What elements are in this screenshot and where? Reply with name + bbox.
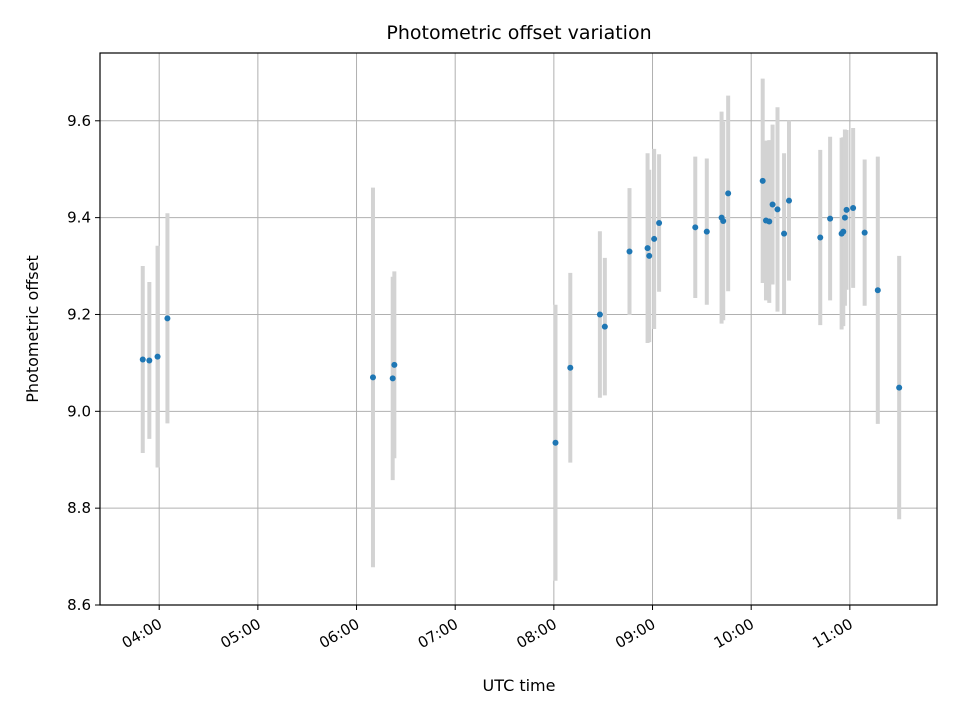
data-point: [391, 361, 398, 368]
y-tick-label: 9.2: [67, 305, 91, 323]
data-point: [389, 375, 396, 382]
data-point: [861, 229, 868, 236]
data-point: [896, 384, 903, 391]
data-point: [552, 439, 559, 446]
data-point: [720, 218, 727, 225]
chart-title: Photometric offset variation: [386, 22, 651, 44]
data-point: [774, 206, 781, 213]
data-point: [646, 252, 653, 259]
y-axis-ticks: 8.6 8.8 9.0 9.2 9.4 9.6: [67, 112, 100, 614]
data-point: [601, 323, 608, 330]
data-point: [164, 315, 171, 322]
data-point: [596, 311, 603, 318]
data-point: [786, 197, 793, 204]
data-point: [725, 190, 732, 197]
data-point: [769, 201, 776, 208]
data-point: [644, 245, 651, 252]
data-point: [567, 364, 574, 371]
data-point: [766, 218, 773, 225]
data-point: [840, 228, 847, 235]
y-axis-label: Photometric offset: [23, 255, 42, 403]
data-point: [781, 230, 788, 237]
data-point: [656, 219, 663, 226]
y-tick-label: 8.8: [67, 499, 91, 517]
data-point: [843, 206, 850, 213]
data-point: [692, 224, 699, 231]
y-tick-label: 9.4: [67, 209, 91, 227]
data-point: [874, 287, 881, 294]
data-point: [651, 235, 658, 242]
y-tick-label: 9.6: [67, 112, 91, 130]
x-axis-label: UTC time: [483, 676, 556, 695]
data-point: [759, 177, 766, 184]
data-point: [154, 353, 161, 360]
data-point: [817, 234, 824, 241]
plot-frame: [99, 52, 938, 606]
data-points: [139, 177, 903, 446]
data-point: [626, 248, 633, 255]
data-point: [139, 356, 146, 363]
data-point: [369, 374, 376, 381]
data-point: [146, 357, 153, 364]
data-point: [850, 204, 857, 211]
data-point: [841, 214, 848, 221]
y-tick-label: 9.0: [67, 402, 91, 420]
data-point: [827, 215, 834, 222]
data-point: [703, 228, 710, 235]
y-tick-label: 8.6: [67, 596, 91, 614]
